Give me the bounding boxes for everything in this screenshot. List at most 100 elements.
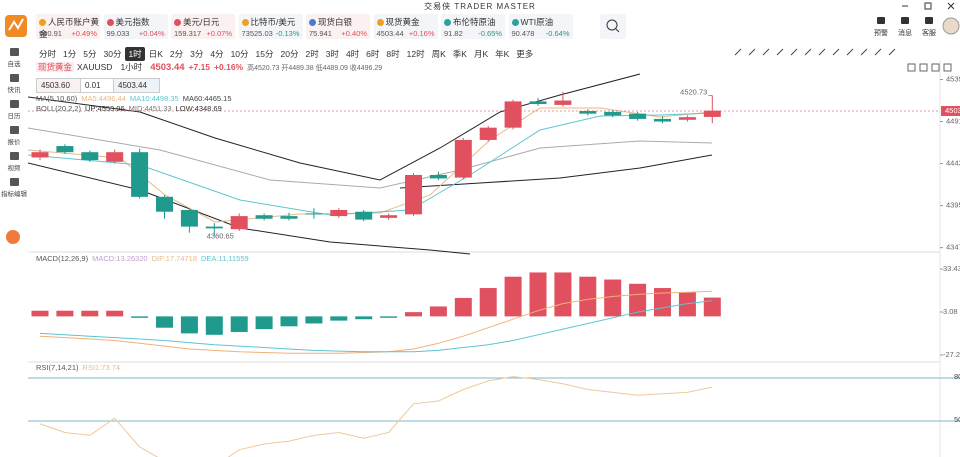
sidebar-item[interactable]: 快讯 <box>0 74 28 94</box>
sidebar-icon <box>9 126 19 134</box>
sidebar-item[interactable]: 报价 <box>0 126 28 146</box>
sell-price[interactable]: 4503.60 <box>36 78 83 93</box>
ticker-price: 99.033 <box>106 29 130 38</box>
timeframe[interactable]: 8时 <box>386 49 400 59</box>
timeframe[interactable]: 月K <box>473 49 489 59</box>
timeframe[interactable]: 2时 <box>305 49 319 59</box>
ticker-label: 现货白银 <box>318 17 353 27</box>
draw-tool <box>790 48 798 56</box>
ma5 <box>28 107 713 223</box>
candle-body <box>180 209 198 227</box>
sidebar-item[interactable]: 视频 <box>0 152 28 172</box>
candle-body <box>355 211 373 220</box>
ticker-label: 比特币/美元 <box>250 17 296 27</box>
sidebar-badge <box>6 230 20 244</box>
ticker-price: 73525.03 <box>241 29 273 38</box>
ticker-label: 美元指数 <box>115 17 150 27</box>
panel-tool <box>943 63 952 72</box>
timeframe[interactable]: 1分 <box>63 49 77 59</box>
avatar <box>942 17 960 35</box>
indicator-name: BOLL(20,2,2) <box>36 104 82 113</box>
ticker-change: +0.04% <box>138 29 165 38</box>
timeframe[interactable]: 年K <box>495 49 510 59</box>
macd-bar <box>305 316 323 324</box>
ticker-card[interactable]: 人民币账户黄金 980.91 +0.49% <box>36 14 100 39</box>
candle-body <box>604 111 622 116</box>
ticker-card[interactable]: WTI原油 90.478 -0.64% <box>508 14 573 39</box>
timeframe[interactable]: 3时 <box>325 49 339 59</box>
indicator-value: RSI1:73.74 <box>82 363 121 372</box>
timeframe[interactable]: 5分 <box>83 49 97 59</box>
panel-tool <box>919 63 928 72</box>
rsi-clip <box>39 376 713 457</box>
candle-body <box>56 146 74 153</box>
symbol-header: 现货黄金 XAUUSD 1小时 4503.44 +7.15 +0.16% 高4520.73 … <box>36 61 382 73</box>
macd-bar <box>405 312 422 317</box>
lot-size[interactable]: 0.01 <box>80 78 114 93</box>
timeframe-bar: 分时 1分 5分 30分 1时 日K 2分 3分 4分 10分 15分 20分 2时 3时 4时 6时 8时 12… <box>36 44 537 62</box>
sidebar-label: 报价 <box>7 139 21 146</box>
timeframe[interactable]: 4分 <box>210 49 224 59</box>
macd-bar <box>131 316 149 318</box>
last-price-label: 4503 <box>945 106 960 115</box>
ticker-name: 布伦特原油 <box>444 16 496 28</box>
last-price-tag <box>941 106 960 117</box>
timeframe[interactable]: 周K <box>431 49 446 59</box>
low-label: 4360.65 <box>207 232 234 241</box>
candle-body <box>280 216 298 219</box>
ticker-card[interactable]: 现货白银 75.941 +0.40% <box>306 14 370 39</box>
ticker-icon <box>39 19 46 26</box>
macd-bar <box>56 310 74 317</box>
ticker-icon <box>241 19 249 26</box>
ticker-card[interactable]: 现货黄金 4503.44 +0.16% <box>373 14 438 39</box>
timeframe[interactable]: 30分 <box>103 49 122 59</box>
indicator-legend: MA(5,10,60) MA5:4496.44 MA10:4498.35 MA60:4… <box>36 94 236 103</box>
macd-bar <box>554 272 572 317</box>
timeframe[interactable]: 3分 <box>190 49 204 59</box>
buy-price[interactable]: 4503.44 <box>113 78 160 93</box>
candle-body <box>429 174 447 179</box>
indicator-value: LOW:4348.69 <box>175 104 222 113</box>
timeframe[interactable]: 12时 <box>406 49 425 59</box>
macd-bar <box>255 316 273 330</box>
timeframe[interactable]: 10分 <box>230 49 249 59</box>
timeframe[interactable]: 20分 <box>280 49 299 59</box>
ticker-card[interactable]: 比特币/美元 73525.03 -0.13% <box>238 14 303 39</box>
timeframe[interactable]: 季K <box>452 49 467 59</box>
macd-bar <box>31 310 49 317</box>
timeframe[interactable]: 4时 <box>345 49 360 59</box>
candle-body <box>255 215 273 219</box>
timeframe[interactable]: 2分 <box>169 49 184 59</box>
timeframe[interactable]: 1时 <box>125 47 145 61</box>
y-tick-label: 4491 <box>946 117 960 126</box>
symbol-change: +7.15 <box>188 62 211 72</box>
candle-body <box>554 100 572 105</box>
ticker-change: -0.65% <box>478 29 502 38</box>
timeframe[interactable]: 15分 <box>255 49 274 59</box>
timeframe[interactable]: 日K <box>148 49 163 59</box>
ticker-card[interactable]: 布伦特原油 91.82 -0.65% <box>441 14 505 39</box>
timeframe[interactable]: 分时 <box>39 49 57 59</box>
macd-bar <box>579 276 597 317</box>
ticker-card[interactable]: 美元/日元 159.317 +0.07% <box>171 14 235 39</box>
ticker-icon <box>376 19 384 26</box>
macd-bar <box>703 297 721 317</box>
sidebar-item[interactable]: 日历 <box>0 100 28 120</box>
macd-tick-label: -27.26 <box>943 350 960 359</box>
candle-body <box>504 101 522 128</box>
panel-tool <box>931 63 940 72</box>
sidebar-label: 快讯 <box>7 87 21 94</box>
macd-bar <box>529 272 547 317</box>
action-label: 预警 <box>874 28 888 37</box>
timeframe[interactable]: 更多 <box>516 49 534 59</box>
candle-body <box>629 113 647 119</box>
rsi-tick-label: 80 <box>954 372 960 381</box>
timeframe[interactable]: 6时 <box>366 49 380 59</box>
sidebar-item[interactable]: 自选 <box>0 48 28 68</box>
sidebar-item[interactable]: 指标编辑 <box>0 178 28 198</box>
macd-bar <box>629 283 647 317</box>
sidebar-label: 日历 <box>7 113 21 120</box>
ticker-card[interactable]: 美元指数 99.033 +0.04% <box>103 14 168 39</box>
ticker-change: -0.64% <box>545 29 570 38</box>
draw-tool <box>860 48 868 56</box>
